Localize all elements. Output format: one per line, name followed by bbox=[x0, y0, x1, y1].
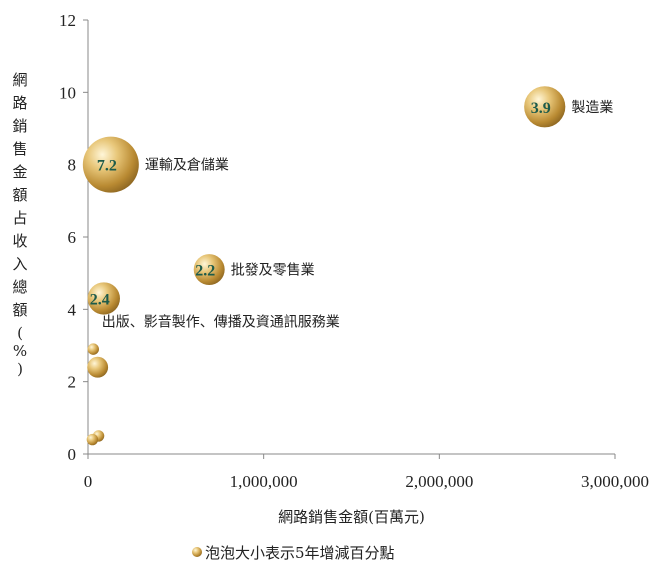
data-labels: 3.9 製造業 7.2 運輸及倉儲業 2.2 批發及零售業 2.4 出版、影音製作、傳播及資通… bbox=[90, 100, 614, 331]
y-tick-label: 10 bbox=[59, 83, 76, 102]
legend: 泡泡大小表示5年增減百分點 bbox=[192, 544, 395, 562]
bubble-point bbox=[87, 282, 120, 315]
legend-text: 泡泡大小表示5年增減百分點 bbox=[205, 544, 395, 562]
bubble-point bbox=[524, 86, 566, 128]
y-tick-label: 6 bbox=[68, 228, 77, 247]
y-tick-label: 4 bbox=[68, 300, 77, 319]
x-tick-label: 2,000,000 bbox=[405, 472, 473, 491]
bubble-category-label: 製造業 bbox=[571, 100, 613, 116]
bubble-value-label: 2.4 bbox=[90, 291, 110, 308]
x-tick-label: 0 bbox=[84, 472, 93, 491]
y-tick-label: 8 bbox=[68, 156, 77, 175]
bubble-category-label: 運輸及倉儲業 bbox=[145, 158, 229, 174]
bubbles bbox=[82, 86, 566, 446]
bubble-point bbox=[87, 356, 109, 378]
bubble-point bbox=[82, 136, 139, 193]
bubble-value-label: 7.2 bbox=[97, 158, 117, 175]
bubble-point bbox=[86, 433, 99, 446]
x-tick-label: 3,000,000 bbox=[581, 472, 649, 491]
bubble-category-label: 出版、影音製作、傳播及資通訊服務業 bbox=[102, 313, 340, 330]
y-tick-label: 0 bbox=[68, 445, 77, 464]
bubble-category-label: 批發及零售業 bbox=[231, 263, 315, 279]
x-tick-label: 1,000,000 bbox=[230, 472, 298, 491]
legend-bubble-icon bbox=[192, 547, 202, 557]
y-tick-label: 12 bbox=[59, 11, 76, 30]
bubble-point bbox=[87, 343, 99, 355]
y-axis-title: 網路銷售金額占收入總額(%) bbox=[12, 71, 27, 378]
bubble-value-label: 2.2 bbox=[195, 263, 215, 280]
axes: 0 2 4 6 8 10 12 0 1,000,000 2,000,000 3,000,000 網路銷… bbox=[12, 11, 649, 526]
x-axis-title: 網路銷售金額(百萬元) bbox=[278, 508, 425, 526]
bubble-point bbox=[193, 254, 225, 286]
bubble-value-label: 3.9 bbox=[531, 100, 551, 117]
y-tick-label: 2 bbox=[68, 373, 77, 392]
